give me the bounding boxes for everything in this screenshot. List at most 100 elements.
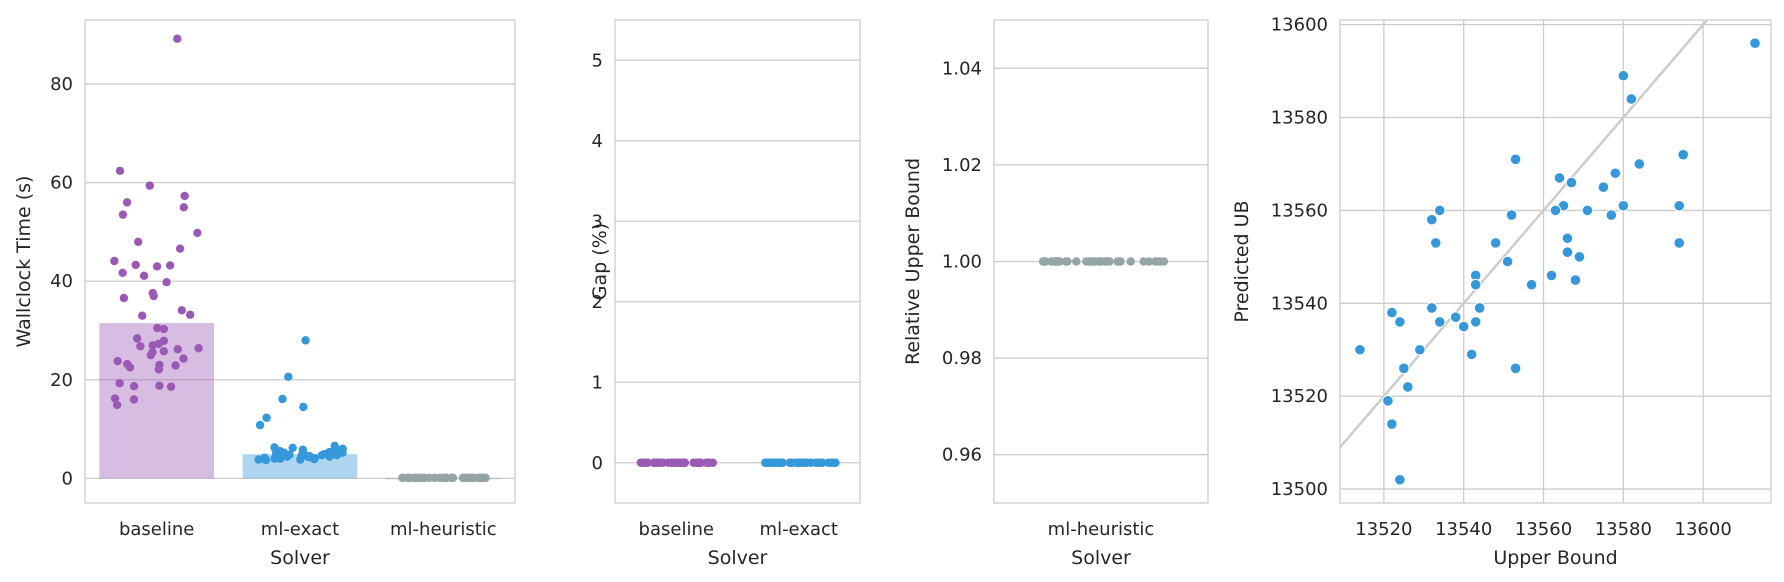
scatter-point [1509, 153, 1522, 166]
scatter-point [1457, 320, 1470, 333]
strip-point-baseline [138, 311, 147, 320]
scatter-point [1553, 172, 1566, 184]
strip-point-baseline [118, 268, 127, 278]
strip-point-ml-exact [278, 394, 287, 404]
x-tick-label: baseline [639, 519, 714, 540]
strip-point-ml-exact [776, 458, 785, 467]
scatter-point [1749, 37, 1761, 50]
strip-point-baseline [129, 381, 139, 391]
y-tick-label: 13540 [1271, 293, 1328, 314]
strip-point-baseline [194, 344, 203, 353]
strip-point-baseline [155, 381, 164, 390]
x-tick-label: baseline [119, 519, 194, 540]
x-axis-label: Solver [708, 547, 768, 569]
x-tick-label: 13580 [1595, 519, 1652, 540]
scatter-point [1394, 473, 1406, 486]
scatter-point [1402, 381, 1414, 393]
y-tick-label: 2 [592, 292, 603, 313]
x-tick-label: 13520 [1355, 519, 1412, 540]
x-axis-label: Solver [270, 547, 330, 569]
scatter-point [1382, 395, 1394, 407]
axes-frame [993, 19, 1209, 504]
x-tick-label: 13600 [1675, 519, 1732, 540]
strip-point-baseline [193, 228, 202, 238]
strip-point-ml-exact [282, 452, 292, 461]
strip-point-ml-heuristic [1116, 257, 1125, 266]
y-axis-label: Wallclock Time (s) [13, 176, 35, 348]
strip-point-ml-heuristic [476, 473, 485, 483]
strip-point-baseline [113, 356, 122, 366]
strip-point-ml-exact [271, 450, 281, 459]
y-tick-label: 13500 [1271, 479, 1328, 500]
strip-point-baseline [110, 394, 120, 403]
strip-point-baseline [129, 395, 139, 404]
y-axis-label: Predicted UB [1231, 200, 1253, 322]
strip-point-ml-heuristic [1151, 257, 1160, 266]
axes-frame [614, 19, 861, 504]
scatter-point [1501, 255, 1514, 268]
scatter-point [1489, 237, 1502, 249]
scatter-point [1561, 246, 1574, 259]
strip-point-ml-heuristic [403, 473, 413, 483]
scatter-point [1509, 362, 1522, 375]
scatter-point [1569, 274, 1582, 286]
wallclock-time-panel: 0 20 40 60 80 baseline ml-exact ml-heuristic Sol… [13, 19, 516, 569]
scatter-point [1465, 348, 1478, 361]
strip-point-baseline [115, 379, 124, 388]
strip-point-baseline [152, 262, 162, 271]
strip-point-ml-exact [806, 458, 816, 467]
scatter-point [1433, 316, 1446, 328]
strip-point-baseline [149, 291, 158, 301]
strip-point-ml-heuristic [1041, 257, 1050, 266]
scatter-point [1561, 232, 1574, 245]
strip-point-ml-heuristic [1095, 257, 1105, 266]
strip-point-baseline [148, 341, 157, 350]
gap-panel: 0 1 2 3 4 5 baseline ml-exact Solver Gap (%) [589, 19, 861, 569]
scatter-point [1673, 199, 1686, 212]
relative-upper-bound-panel: 0.96 0.98 1.00 1.02 1.04 ml-heuristic Solver Re… [902, 19, 1209, 569]
strip-point-ml-exact [761, 458, 770, 467]
scatter-point [1633, 158, 1646, 170]
strip-point-baseline [131, 260, 140, 270]
strip-point-baseline [705, 458, 714, 467]
strip-point-baseline [110, 256, 119, 266]
strip-point-ml-exact [303, 451, 312, 461]
scatter-point [1545, 269, 1558, 282]
axes-frame [84, 19, 516, 504]
strip-point-ml-exact [301, 336, 310, 345]
strip-point-baseline [185, 310, 195, 319]
strip-point-ml-exact [338, 448, 347, 457]
y-tick-label: 1.02 [942, 155, 982, 176]
y-tick-label: 13580 [1271, 108, 1328, 129]
strip-point-ml-exact [317, 450, 327, 460]
scatter-point [1414, 343, 1426, 356]
strip-point-ml-exact [262, 413, 271, 422]
strip-point-ml-heuristic [1103, 257, 1113, 266]
y-tick-label: 0.98 [942, 348, 982, 369]
x-tick-label: ml-heuristic [390, 519, 497, 540]
y-tick-label: 80 [50, 74, 73, 95]
scatter-point [1449, 311, 1462, 324]
scatter-point [1617, 69, 1630, 82]
y-tick-label: 1 [592, 372, 603, 393]
axes-frame [1339, 19, 1772, 504]
x-tick-label: ml-heuristic [1048, 519, 1155, 540]
strip-point-ml-heuristic [1159, 257, 1169, 266]
scatter-point [1605, 209, 1618, 221]
strip-point-baseline [132, 334, 142, 343]
y-tick-label: 3 [592, 211, 603, 232]
strip-point-baseline [159, 347, 168, 356]
strip-point-baseline [154, 365, 164, 374]
strip-point-ml-exact [831, 458, 840, 467]
strip-point-baseline [153, 323, 162, 333]
scatter-point [1433, 204, 1446, 217]
strip-point-baseline [180, 191, 189, 201]
strip-point-baseline [122, 198, 132, 207]
scatter-point [1425, 213, 1438, 226]
scatter-point [1581, 204, 1594, 217]
scatter-point [1473, 302, 1486, 314]
strip-point-baseline [118, 210, 128, 219]
strip-point-baseline [667, 458, 676, 467]
strip-point-ml-exact [817, 458, 826, 467]
